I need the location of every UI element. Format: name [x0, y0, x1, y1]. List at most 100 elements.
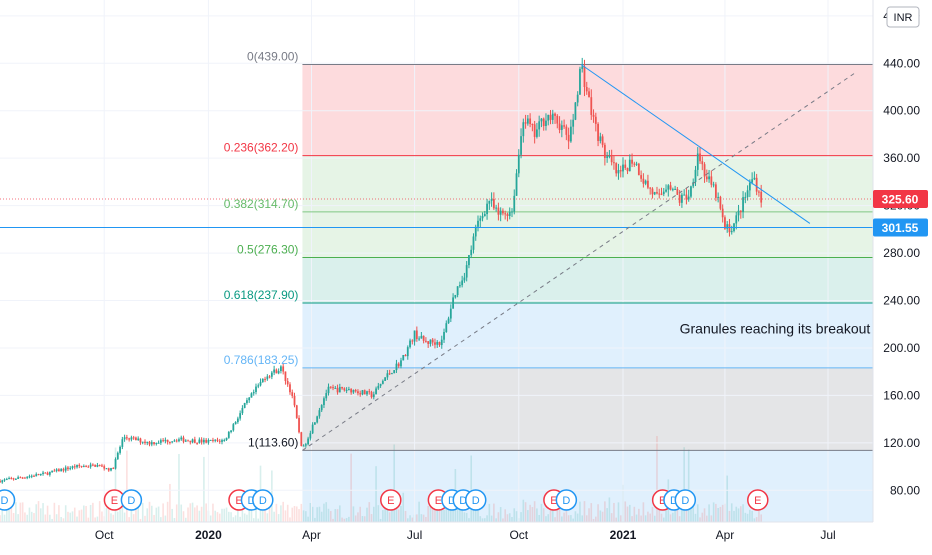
candle-body[interactable] [3, 479, 6, 481]
candle-body[interactable] [334, 387, 337, 389]
candle-body[interactable] [506, 214, 509, 217]
candle-body[interactable] [674, 188, 677, 190]
candle-body[interactable] [465, 265, 468, 278]
candle-body[interactable] [422, 335, 425, 341]
candle-body[interactable] [388, 373, 391, 375]
candle-body[interactable] [73, 466, 76, 468]
drawings[interactable] [0, 64, 873, 451]
candle-body[interactable] [583, 66, 586, 88]
candle-body[interactable] [551, 113, 554, 120]
dividend-marker[interactable]: D [120, 489, 143, 511]
candle-body[interactable] [760, 191, 763, 203]
candle-body[interactable] [259, 381, 262, 386]
candle-body[interactable] [753, 177, 756, 180]
dividend-marker[interactable]: D [555, 489, 578, 511]
candle-body[interactable] [173, 440, 176, 442]
candle-body[interactable] [289, 384, 291, 393]
candle-body[interactable] [37, 474, 40, 476]
candle-body[interactable] [391, 373, 393, 375]
candle-body[interactable] [536, 129, 538, 137]
candle-body[interactable] [651, 188, 654, 195]
candle-body[interactable] [232, 424, 235, 431]
candle-body[interactable] [746, 190, 749, 197]
candle-body[interactable] [361, 390, 364, 395]
candle-body[interactable] [431, 339, 434, 343]
candle-body[interactable] [94, 464, 97, 467]
candle-body[interactable] [413, 330, 416, 342]
dividend-marker[interactable]: D [252, 489, 274, 511]
trendline[interactable] [580, 64, 811, 224]
candle-body[interactable] [125, 437, 128, 439]
candle-body[interactable] [701, 161, 704, 165]
candle-body[interactable] [313, 422, 316, 425]
candle-body[interactable] [291, 392, 294, 396]
candle-body[interactable] [51, 470, 54, 472]
candle-body[interactable] [325, 393, 328, 399]
candle-body[interactable] [105, 468, 108, 470]
candle-body[interactable] [264, 378, 266, 380]
candle-body[interactable] [504, 213, 507, 215]
candle-body[interactable] [531, 124, 534, 126]
candle-body[interactable] [730, 231, 733, 233]
candle-body[interactable] [576, 94, 579, 103]
candle-body[interactable] [447, 318, 450, 324]
candle-body[interactable] [748, 182, 751, 191]
candle-body[interactable] [606, 156, 609, 158]
candle-body[interactable] [275, 369, 278, 374]
candle-body[interactable] [647, 180, 649, 188]
candle-body[interactable] [35, 474, 38, 477]
candle-body[interactable] [470, 249, 473, 256]
candle-body[interactable] [425, 340, 427, 342]
candle-body[interactable] [78, 464, 81, 467]
candle-body[interactable] [121, 439, 124, 447]
candle-body[interactable] [241, 407, 244, 414]
candle-body[interactable] [499, 210, 502, 215]
price-axis[interactable] [872, 0, 932, 522]
candle-body[interactable] [458, 285, 461, 287]
candle-body[interactable] [660, 193, 663, 195]
candle-body[interactable] [354, 390, 357, 392]
candle-body[interactable] [588, 91, 590, 98]
candle-body[interactable] [266, 376, 269, 380]
candle-body[interactable] [123, 437, 126, 440]
candle-body[interactable] [624, 164, 627, 169]
candle-body[interactable] [307, 438, 309, 445]
candle-body[interactable] [248, 397, 251, 401]
candle-body[interactable] [492, 199, 495, 209]
time-axis[interactable] [0, 521, 932, 550]
candle-body[interactable] [273, 369, 276, 373]
earnings-marker[interactable]: E [380, 489, 402, 511]
candle-body[interactable] [187, 440, 189, 442]
candle-body[interactable] [64, 467, 67, 471]
candle-body[interactable] [166, 439, 169, 443]
candle-body[interactable] [257, 385, 260, 387]
candle-body[interactable] [316, 416, 319, 423]
candle-body[interactable] [613, 162, 615, 164]
candle-body[interactable] [148, 441, 151, 445]
candle-body[interactable] [742, 197, 744, 213]
candle-body[interactable] [665, 189, 667, 192]
candle-body[interactable] [58, 469, 60, 472]
candle-body[interactable] [696, 153, 699, 170]
candle-body[interactable] [110, 468, 112, 471]
candle-body[interactable] [565, 126, 568, 135]
candle-body[interactable] [563, 125, 565, 127]
candle-body[interactable] [656, 192, 658, 194]
candle-body[interactable] [705, 176, 708, 180]
candle-body[interactable] [157, 442, 160, 444]
candle-body[interactable] [449, 308, 452, 319]
candle-body[interactable] [96, 464, 99, 467]
candle-body[interactable] [429, 339, 432, 344]
candle-body[interactable] [191, 439, 194, 443]
candle-body[interactable] [300, 432, 303, 446]
candle-body[interactable] [755, 177, 758, 192]
candle-body[interactable] [116, 452, 119, 460]
candle-body[interactable] [85, 466, 87, 468]
candle-body[interactable] [42, 472, 44, 474]
candle-body[interactable] [44, 472, 47, 474]
candle-body[interactable] [671, 189, 674, 191]
candle-body[interactable] [341, 387, 343, 389]
candle-body[interactable] [434, 342, 436, 345]
